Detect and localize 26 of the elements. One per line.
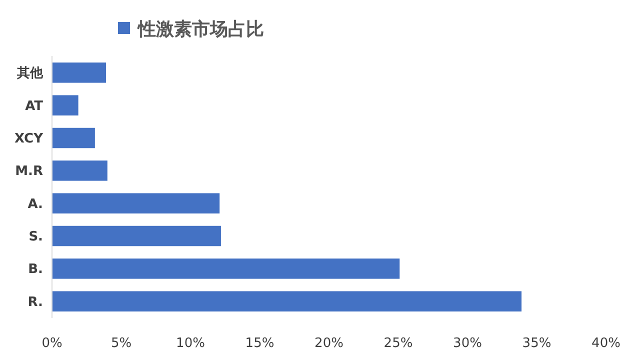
x-tick-label: 20% [314,336,344,351]
bar [52,291,522,312]
x-tick-label: 35% [522,336,552,351]
y-tick-label: AT [25,98,44,114]
y-tick-label: M.R [15,164,43,180]
x-tick-label: 10% [176,336,205,351]
x-tick-label: 5% [110,336,132,351]
y-tick-label: B. [28,262,43,278]
x-tick-label: 40% [592,336,620,351]
bar [52,160,108,181]
bar [52,193,220,214]
x-tick-label: 30% [453,336,482,351]
y-tick-label: R. [28,294,43,310]
legend-label: 性激素市场占比 [137,18,264,40]
y-tick-label: XCY [14,132,44,147]
bar [52,128,95,148]
bar [52,95,78,116]
y-tick-label: S. [28,230,43,245]
y-tick-label: 其他 [16,66,44,82]
y-tick-label: A. [28,196,43,212]
x-tick-label: 15% [245,336,274,351]
bar [52,62,106,83]
x-tick-label: 0% [42,336,62,351]
x-tick-label: 25% [384,336,413,351]
bar [52,258,400,279]
bar [52,226,221,246]
